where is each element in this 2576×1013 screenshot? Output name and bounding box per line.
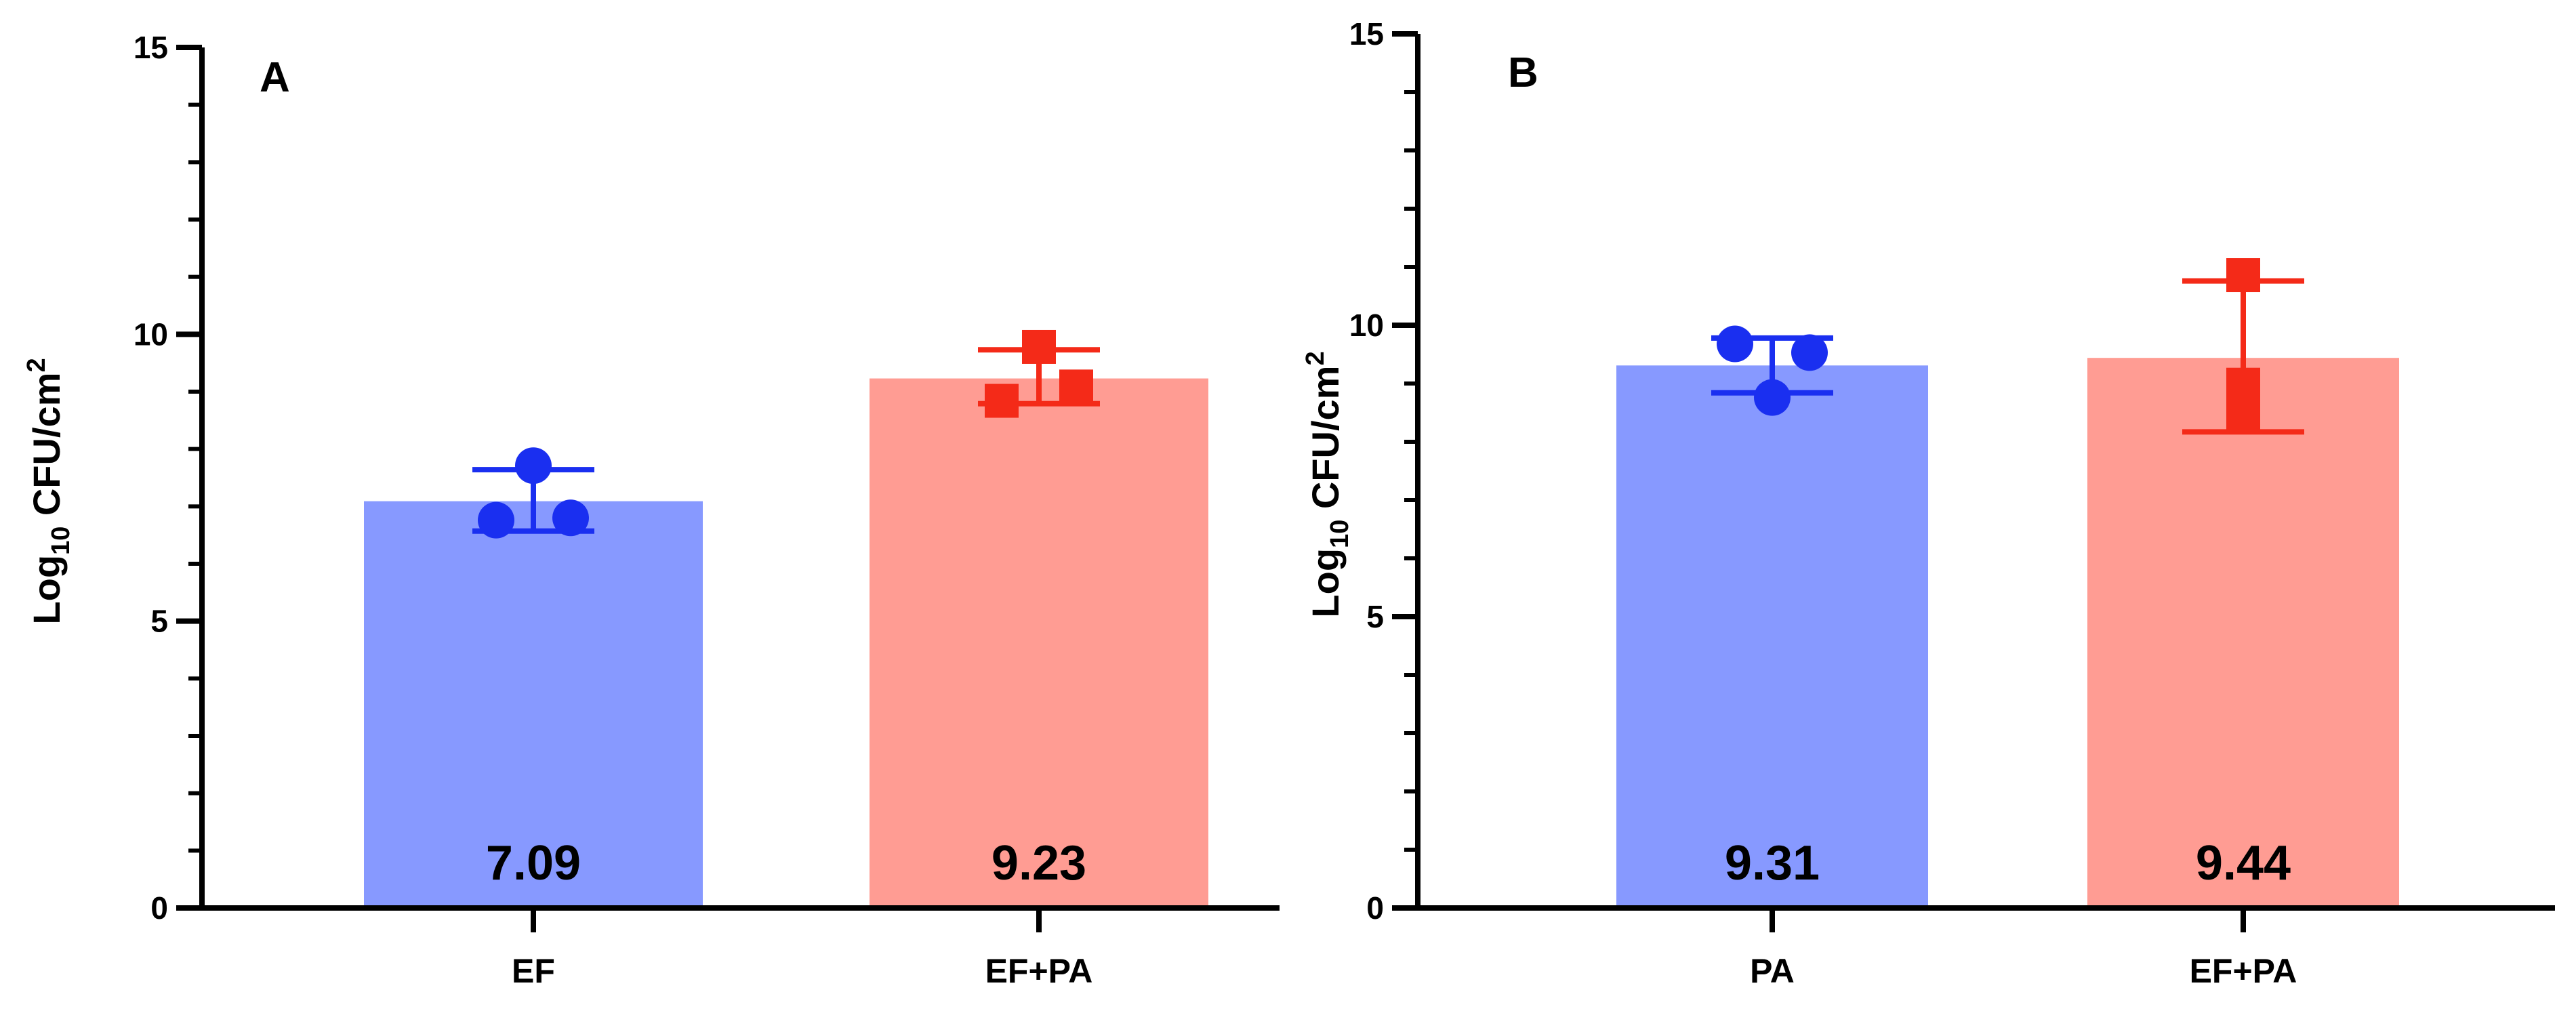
panel-a-ytick-label: 10 xyxy=(134,316,168,352)
panel-b-ytick-label: 5 xyxy=(1366,599,1384,634)
panel-b-category-label: EF+PA xyxy=(2190,952,2297,990)
panel-a-value-label: 9.23 xyxy=(991,836,1086,890)
panel-a-category-label: EF+PA xyxy=(985,952,1093,990)
panel-b-category-label: PA xyxy=(1750,952,1795,990)
panel-b-point-ef-plus-pa-1 xyxy=(2226,258,2260,293)
panel-a-point-ef-plus-pa-3 xyxy=(1059,369,1093,404)
panel-a-y-axis-label-unit: CFU/cm xyxy=(25,373,68,526)
panel-a-y-axis-label-main: Log xyxy=(25,555,68,625)
panel-a-bar-ef-plus-pa xyxy=(870,378,1208,908)
panel-b-bar-ef-plus-pa xyxy=(2087,358,2399,908)
panel-b-ytick-label: 15 xyxy=(1349,16,1384,51)
panel-b-label: B xyxy=(1508,49,1538,96)
panel-a-y-axis-label-superscript: 2 xyxy=(22,358,51,372)
panel-b-bar-pa xyxy=(1616,365,1928,908)
panel-a-point-ef-plus-pa-2 xyxy=(1022,329,1056,364)
panel-b-y-axis-label: Log10 CFU/cm2 xyxy=(1301,351,1354,617)
panel-b-point-pa-2 xyxy=(1754,379,1791,416)
panel-b-point-ef-plus-pa-2 xyxy=(2226,367,2260,402)
panel-b-y-axis-label-main: Log xyxy=(1304,548,1347,618)
panel-b-value-label: 9.44 xyxy=(2196,836,2291,890)
panel-a-y-axis-label: Log10 CFU/cm2 xyxy=(22,358,75,624)
panel-a-category-label: EF xyxy=(512,952,555,990)
panel-b-y-axis-label-unit: CFU/cm xyxy=(1304,366,1347,520)
panel-b-value-label: 9.31 xyxy=(1725,836,1820,890)
panel-b-ytick-label: 0 xyxy=(1366,890,1384,926)
panel-b-point-ef-plus-pa-3 xyxy=(2226,398,2260,433)
panel-b-y-axis-label-superscript: 2 xyxy=(1301,351,1330,365)
panel-b-y-axis-label-subscript: 10 xyxy=(1326,520,1354,548)
panel-a-point-ef-2 xyxy=(515,447,552,484)
panel-a-ytick-label: 15 xyxy=(134,30,168,65)
panel-a-value-label: 7.09 xyxy=(486,836,581,890)
panel-a-ytick-label: 0 xyxy=(150,890,168,926)
panel-a-point-ef-3 xyxy=(552,499,589,537)
panel-a-label: A xyxy=(260,54,290,101)
panel-b-ytick-label: 10 xyxy=(1349,308,1384,343)
panel-a-ytick-label: 5 xyxy=(150,604,168,639)
panel-b-point-pa-3 xyxy=(1791,334,1828,371)
panel-a-bar-ef xyxy=(364,501,703,908)
panel-b-point-pa-1 xyxy=(1717,325,1753,363)
panel-a-y-axis-label-subscript: 10 xyxy=(47,526,75,555)
panel-a-point-ef-plus-pa-1 xyxy=(985,384,1019,418)
panel-a-point-ef-1 xyxy=(478,501,514,539)
